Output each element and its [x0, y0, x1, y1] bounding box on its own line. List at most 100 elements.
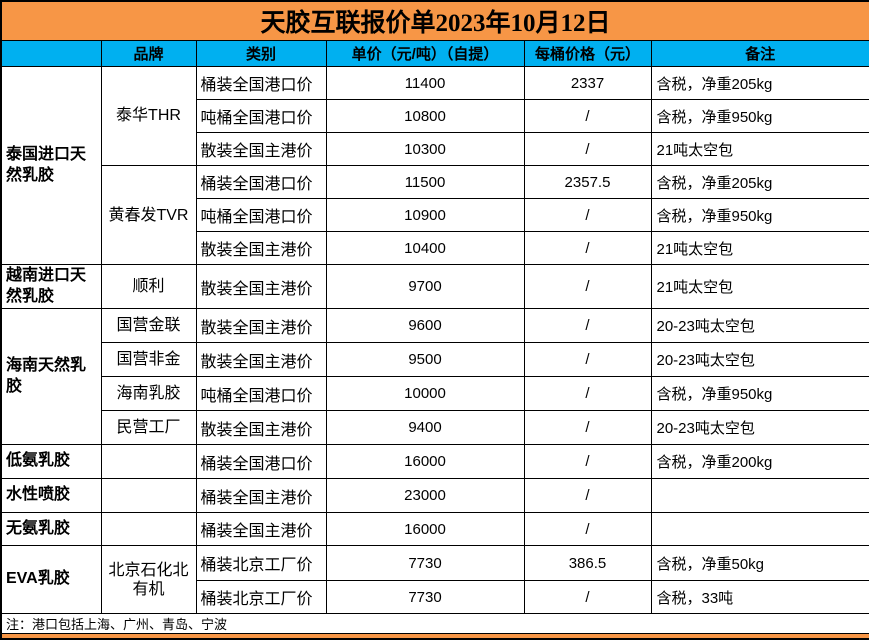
bottom-accent-row	[0, 633, 869, 639]
header-unit-price: 单价（元/吨）（自提）	[325, 40, 525, 68]
price-cell: 10000	[325, 376, 525, 412]
category-cell: EVA乳胶	[0, 545, 102, 615]
header-category	[0, 40, 102, 68]
report-title: 天胶互联报价单2023年10月12日	[0, 0, 869, 42]
category-cell: 越南进口天然乳胶	[0, 264, 102, 310]
note-cell: 含税，净重50kg	[650, 545, 869, 582]
type-cell: 散装全国主港价	[195, 410, 327, 446]
price-cell: 16000	[325, 444, 525, 480]
price-cell: 9600	[325, 308, 525, 344]
table-row: 吨桶全国港口价 10800 / 含税，净重950kg	[1, 99, 869, 134]
title-row: 天胶互联报价单2023年10月12日	[0, 0, 869, 42]
table-row: 吨桶全国港口价 10900 / 含税，净重950kg	[1, 198, 869, 233]
note-cell: 含税，净重205kg	[650, 66, 869, 101]
note-cell: 20-23吨太空包	[650, 410, 869, 446]
brand-cell	[100, 444, 197, 480]
price-cell: 7730	[325, 580, 525, 615]
barrel-price-cell: /	[523, 376, 652, 412]
barrel-price-cell: 2337	[523, 66, 652, 101]
type-cell: 桶装全国主港价	[195, 478, 327, 514]
category-cell: 无氨乳胶	[0, 512, 102, 547]
table-row: 桶装北京工厂价 7730 / 含税，33吨	[1, 580, 869, 615]
note-cell: 21吨太空包	[650, 132, 869, 167]
price-cell: 9700	[325, 264, 525, 310]
note-cell: 21吨太空包	[650, 231, 869, 266]
type-cell: 散装全国主港价	[195, 132, 327, 167]
table-row: 散装全国主港价 10300 / 21吨太空包	[1, 132, 869, 167]
barrel-price-cell: /	[523, 132, 652, 167]
brand-cell	[100, 512, 197, 547]
type-cell: 散装全国主港价	[195, 231, 327, 266]
type-cell: 桶装全国港口价	[195, 444, 327, 480]
barrel-price-cell: 2357.5	[523, 165, 652, 200]
header-type: 类别	[195, 40, 327, 68]
brand-cell: 国营金联	[100, 308, 197, 344]
barrel-price-cell: 386.5	[523, 545, 652, 582]
header-brand: 品牌	[100, 40, 197, 68]
type-cell: 散装全国主港价	[195, 264, 327, 310]
price-cell: 23000	[325, 478, 525, 514]
brand-cell: 黄春发TVR	[100, 165, 197, 266]
type-cell: 吨桶全国港口价	[195, 376, 327, 412]
table-row: 泰国进口天然乳胶 泰华THR 桶装全国港口价 11400 2337 含税，净重2…	[0, 66, 869, 266]
brand-cell: 泰华THR	[100, 66, 197, 167]
note-cell	[650, 512, 869, 547]
price-cell: 9500	[325, 342, 525, 378]
category-cell: 海南天然乳胶	[0, 308, 102, 446]
type-cell: 吨桶全国港口价	[195, 99, 327, 134]
brand-cell: 北京石化北有机	[100, 545, 197, 615]
type-cell: 桶装全国主港价	[195, 512, 327, 547]
bottom-accent-bar	[0, 633, 869, 639]
table-row: 低氨乳胶 桶装全国港口价 16000 / 含税，净重200kg	[0, 444, 869, 480]
type-cell: 桶装北京工厂价	[195, 545, 327, 582]
type-cell: 桶装全国港口价	[195, 66, 327, 101]
brand-cell: 国营非金	[100, 342, 197, 378]
price-cell: 10400	[325, 231, 525, 266]
brand-cell: 顺利	[100, 264, 197, 310]
price-cell: 10900	[325, 198, 525, 233]
table-row: EVA乳胶 北京石化北有机 桶装北京工厂价 7730 386.5 含税，净重50…	[0, 545, 869, 615]
price-cell: 16000	[325, 512, 525, 547]
footer-note: 注：港口包括上海、广州、青岛、宁波	[0, 613, 869, 635]
barrel-price-cell: /	[523, 308, 652, 344]
note-cell: 20-23吨太空包	[650, 308, 869, 344]
type-cell: 桶装全国港口价	[195, 165, 327, 200]
note-cell: 含税，净重200kg	[650, 444, 869, 480]
table-row: 越南进口天然乳胶 顺利 散装全国主港价 9700 / 21吨太空包	[0, 264, 869, 310]
price-cell: 11400	[325, 66, 525, 101]
note-cell: 含税，净重950kg	[650, 376, 869, 412]
header-barrel-price: 每桶价格（元）	[523, 40, 652, 68]
barrel-price-cell: /	[523, 264, 652, 310]
type-cell: 吨桶全国港口价	[195, 198, 327, 233]
price-cell: 10300	[325, 132, 525, 167]
barrel-price-cell: /	[523, 99, 652, 134]
table-row: 民营工厂 散装全国主港价 9400 / 20-23吨太空包	[1, 410, 869, 446]
price-cell: 11500	[325, 165, 525, 200]
barrel-price-cell: /	[523, 444, 652, 480]
footer-row: 注：港口包括上海、广州、青岛、宁波	[0, 613, 869, 635]
barrel-price-cell: /	[523, 198, 652, 233]
barrel-price-cell: /	[523, 580, 652, 615]
note-cell: 含税，净重950kg	[650, 99, 869, 134]
barrel-price-cell: /	[523, 512, 652, 547]
table-row: 海南天然乳胶 国营金联 散装全国主港价 9600 / 20-23吨太空包	[0, 308, 869, 446]
table-row: 国营非金 散装全国主港价 9500 / 20-23吨太空包	[1, 342, 869, 378]
category-cell: 水性喷胶	[0, 478, 102, 514]
price-cell: 7730	[325, 545, 525, 582]
brand-cell: 民营工厂	[100, 410, 197, 446]
header-note: 备注	[650, 40, 869, 68]
type-cell: 桶装北京工厂价	[195, 580, 327, 615]
category-cell: 泰国进口天然乳胶	[0, 66, 102, 266]
note-cell: 含税，净重950kg	[650, 198, 869, 233]
note-cell: 20-23吨太空包	[650, 342, 869, 378]
table-row: 水性喷胶 桶装全国主港价 23000 /	[0, 478, 869, 514]
barrel-price-cell: /	[523, 410, 652, 446]
note-cell	[650, 478, 869, 514]
type-cell: 散装全国主港价	[195, 308, 327, 344]
table-row: 海南乳胶 吨桶全国港口价 10000 / 含税，净重950kg	[1, 376, 869, 412]
price-cell: 10800	[325, 99, 525, 134]
type-cell: 散装全国主港价	[195, 342, 327, 378]
price-cell: 9400	[325, 410, 525, 446]
category-cell: 低氨乳胶	[0, 444, 102, 480]
